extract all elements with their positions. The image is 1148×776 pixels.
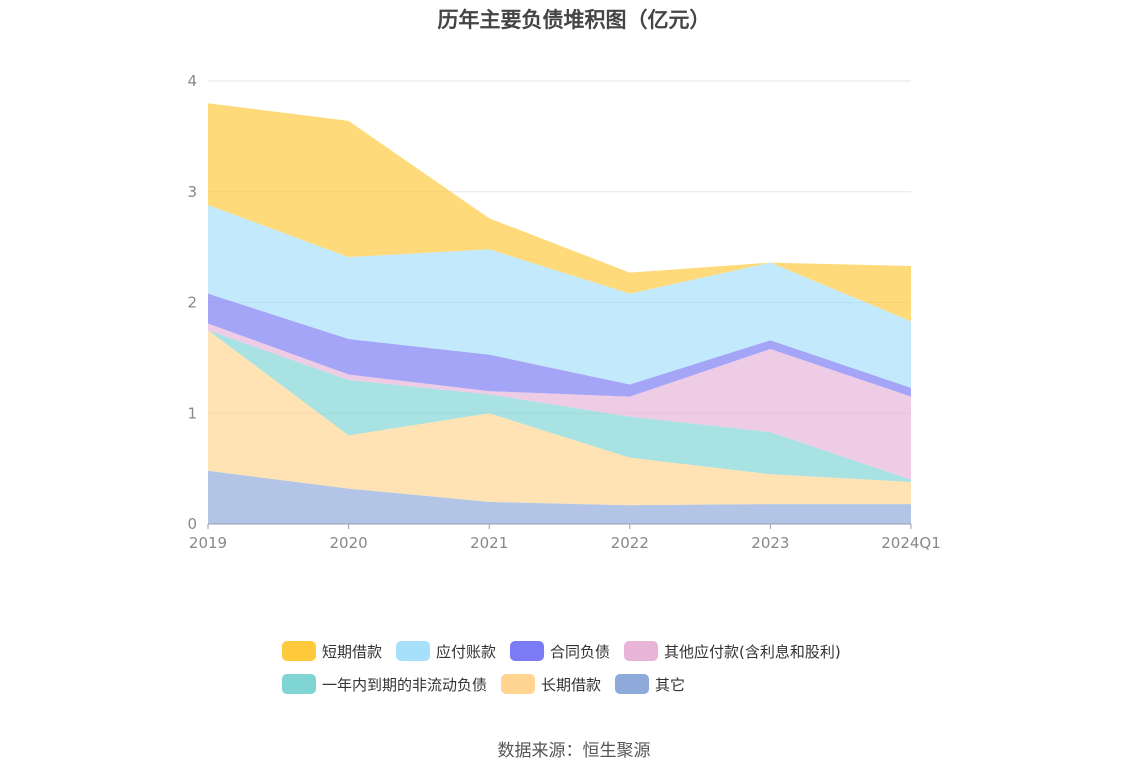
y-tick-label: 3 xyxy=(187,183,197,201)
legend-item[interactable]: 短期借款 xyxy=(282,641,382,662)
legend-label: 其它 xyxy=(655,675,686,694)
legend-label: 合同负债 xyxy=(550,642,611,661)
stacked-area-chart: 0 1 2 3 4 2019 2020 2021 2022 2023 2024Q1 xyxy=(187,72,940,552)
legend-swatch xyxy=(510,641,545,661)
y-tick-label: 1 xyxy=(187,404,197,422)
legend: 短期借款 应付账款 合同负债 其他应付款(含利息和股利) 一年内到期的非流动负债 长期借… xyxy=(282,640,922,706)
x-tick-label: 2019 xyxy=(189,534,227,552)
area-series-3 xyxy=(208,323,911,480)
area-series-4 xyxy=(208,293,911,397)
x-tick-label: 2020 xyxy=(330,534,368,552)
x-tick-label: 2022 xyxy=(611,534,649,552)
legend-swatch xyxy=(624,641,659,661)
legend-label: 其他应付款(含利息和股利) xyxy=(664,642,841,661)
legend-item[interactable]: 其它 xyxy=(615,674,685,695)
legend-label: 短期借款 xyxy=(322,642,383,661)
source-note: 数据来源：恒生聚源 xyxy=(497,741,651,761)
area-series-6 xyxy=(208,103,911,322)
area-series-0 xyxy=(208,470,911,524)
legend-swatch xyxy=(501,674,536,694)
chart-title: 历年主要负债堆积图（亿元） xyxy=(437,8,711,32)
legend-item[interactable]: 合同负债 xyxy=(510,641,610,662)
legend-label: 长期借款 xyxy=(541,675,602,694)
legend-swatch xyxy=(396,641,431,661)
area-series-2 xyxy=(208,330,911,482)
legend-row-2: 一年内到期的非流动负债 长期借款 其它 xyxy=(282,673,922,695)
legend-swatch xyxy=(282,674,316,694)
legend-item[interactable]: 其他应付款(含利息和股利) xyxy=(624,641,841,662)
legend-item[interactable]: 长期借款 xyxy=(501,674,601,695)
legend-swatch xyxy=(282,641,316,661)
legend-swatch xyxy=(615,674,650,694)
legend-label: 一年内到期的非流动负债 xyxy=(322,675,488,694)
axes: 0 1 2 3 4 2019 2020 2021 2022 2023 2024Q1 xyxy=(187,72,940,552)
legend-label: 应付账款 xyxy=(436,642,497,661)
area-series-5 xyxy=(208,205,911,388)
area-series xyxy=(208,103,911,524)
y-tick-label: 2 xyxy=(187,294,197,312)
x-tick-label: 2021 xyxy=(470,534,508,552)
legend-item[interactable]: 一年内到期的非流动负债 xyxy=(282,674,487,695)
x-tick-label: 2023 xyxy=(751,534,789,552)
x-tick-label: 2024Q1 xyxy=(881,534,941,552)
legend-item[interactable]: 应付账款 xyxy=(396,641,496,662)
y-tick-label: 4 xyxy=(187,72,197,90)
area-series-1 xyxy=(208,330,911,506)
y-tick-label: 0 xyxy=(187,515,197,533)
legend-row-1: 短期借款 应付账款 合同负债 其他应付款(含利息和股利) xyxy=(282,640,922,662)
